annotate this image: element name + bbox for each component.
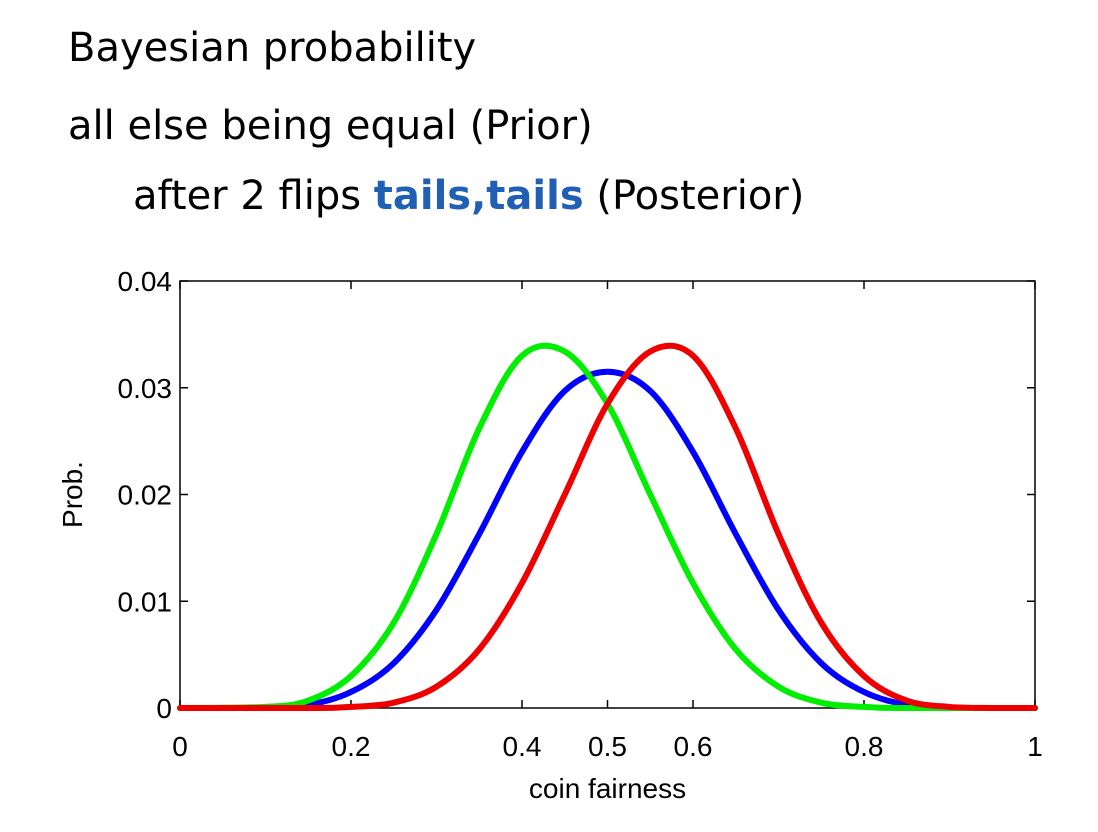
y-tick-label: 0.04 <box>118 266 173 297</box>
y-tick-label: 0.01 <box>118 586 173 617</box>
x-tick-label: 0.6 <box>674 731 713 762</box>
plot-frame <box>180 281 1035 708</box>
x-tick-label: 0.5 <box>588 731 627 762</box>
y-axis-label: Prob. <box>57 461 88 528</box>
x-tick-label: 0.4 <box>503 731 542 762</box>
x-tick-label: 0 <box>172 731 188 762</box>
y-tick-label: 0.03 <box>118 373 173 404</box>
prior-series-line <box>180 372 1035 708</box>
series-lines <box>180 346 1035 708</box>
x-axis-label: coin fairness <box>529 773 686 804</box>
y-tick-label: 0.02 <box>118 480 173 511</box>
axis-ticks <box>180 281 1035 708</box>
x-tick-label: 1 <box>1027 731 1043 762</box>
y-tick-label: 0 <box>156 693 172 724</box>
x-tick-labels: 0 0.2 0.4 0.5 0.6 0.8 1 <box>172 731 1043 762</box>
y-tick-labels: 0 0.01 0.02 0.03 0.04 <box>118 266 173 724</box>
x-tick-label: 0.2 <box>332 731 371 762</box>
x-tick-label: 0.8 <box>845 731 884 762</box>
alternative-series-line <box>180 346 1035 708</box>
